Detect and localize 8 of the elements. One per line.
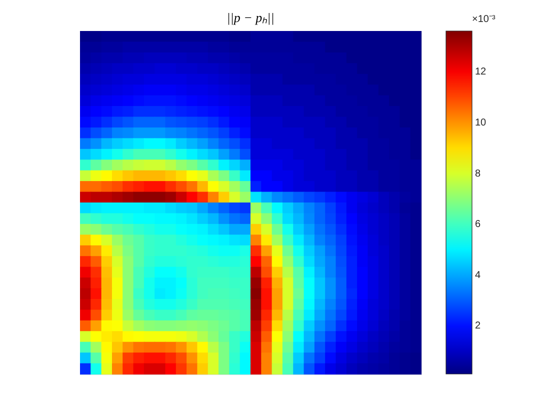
color-bar-label: 12	[475, 66, 487, 78]
color-bar-label: 4	[475, 270, 481, 281]
chart-title: ||p − pₕ||	[226, 10, 274, 25]
color-bar-label: 10	[475, 117, 487, 128]
color-bar-label: 6	[475, 219, 481, 230]
color-bar-label: 8	[475, 168, 481, 180]
color-bar-label: 2	[475, 320, 481, 332]
color-bar-title: ×10⁻³	[472, 14, 496, 25]
